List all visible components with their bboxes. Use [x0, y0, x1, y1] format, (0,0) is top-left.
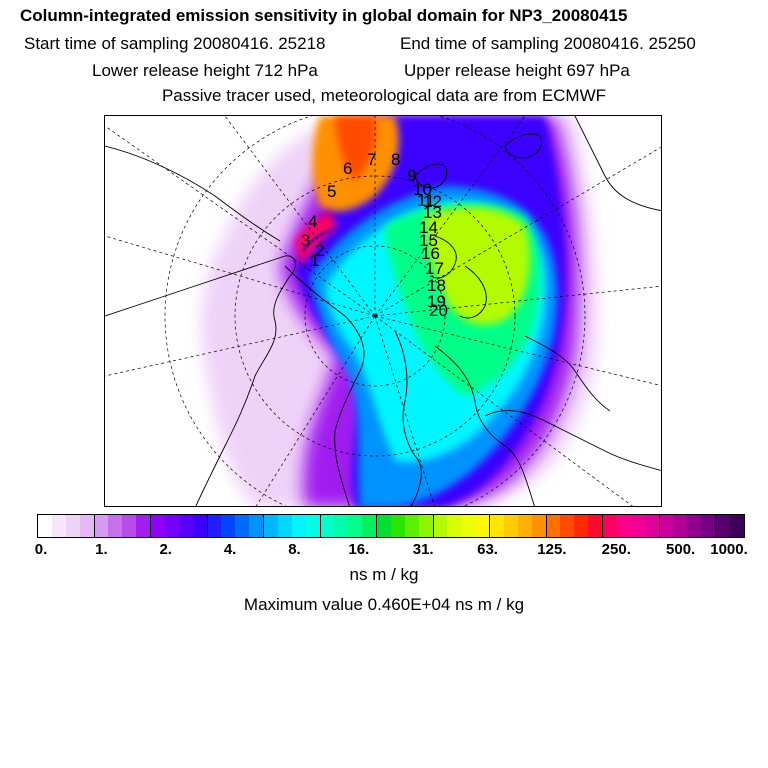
colorbar-swatch	[517, 515, 532, 537]
colorbar-swatch	[38, 515, 52, 537]
trajectory-label: 3	[301, 231, 310, 250]
trajectory-label: 19	[427, 292, 446, 311]
colorbar-tick-label: 0.	[34, 541, 48, 558]
trajectory-label: 17	[425, 259, 444, 278]
colorbar-swatch	[588, 515, 602, 537]
trajectory-label: 10	[413, 180, 432, 199]
colorbar-swatch	[418, 515, 433, 537]
colorbar	[37, 514, 745, 538]
colorbar-swatch	[348, 515, 363, 537]
start-time-label: Start time of sampling 20080416. 25218	[24, 34, 326, 53]
trajectory-label: 11	[417, 191, 435, 210]
emission-sensitivity-map: 1 2 3 4 5 6 7 8 9 10 11 12 13 14 15 16 1…	[104, 115, 662, 507]
colorbar-swatch	[489, 515, 504, 537]
colorbar-swatch	[644, 515, 659, 537]
trajectory-label: 20	[429, 301, 448, 320]
colorbar-units: ns m / kg	[349, 565, 419, 584]
colorbar-swatch	[51, 515, 66, 537]
colorbar-swatch	[673, 515, 688, 537]
colorbar-swatch	[362, 515, 376, 537]
colorbar-swatch	[503, 515, 518, 537]
colorbar-tick-label: 8.	[288, 541, 301, 558]
colorbar-tick-label: 4.	[223, 541, 237, 558]
colorbar-swatch	[150, 515, 165, 537]
colorbar-swatch	[192, 515, 207, 537]
colorbar-swatch	[305, 515, 320, 537]
colorbar-swatch	[545, 515, 561, 537]
colorbar-swatch	[108, 515, 123, 537]
colorbar-swatch	[461, 515, 476, 537]
colorbar-tick-label: 1.	[95, 541, 108, 558]
colorbar-swatch	[616, 515, 631, 537]
colorbar-swatch	[221, 515, 236, 537]
colorbar-swatch	[164, 515, 179, 537]
plot-title: Column-integrated emission sensitivity i…	[20, 6, 628, 25]
trajectory-labels: 1 2 3 4 5 6 7 8 9 10 11 12 13 14 15 16 1…	[301, 150, 448, 320]
colorbar-swatch	[206, 515, 222, 537]
colorbar-tick-label: 2.	[159, 541, 172, 558]
colorbar-swatch	[447, 515, 462, 537]
colorbar-swatch	[65, 515, 80, 537]
colorbar-swatch	[687, 515, 702, 537]
colorbar-swatch	[475, 515, 489, 537]
trajectory-label: 2	[315, 241, 324, 260]
colorbar-swatch	[560, 515, 575, 537]
colorbar-swatch	[531, 515, 546, 537]
colorbar-swatch	[79, 515, 94, 537]
map-grid	[105, 116, 661, 506]
lower-release-height: Lower release height 712 hPa	[92, 61, 318, 80]
colorbar-swatch	[715, 515, 730, 537]
colorbar-swatch	[277, 515, 292, 537]
colorbar-swatch	[376, 515, 391, 537]
maximum-value-label: Maximum value 0.460E+04 ns m / kg	[243, 595, 525, 614]
colorbar-tick-label: 1000.	[710, 541, 748, 558]
colorbar-tick-label: 250.	[601, 541, 631, 558]
colorbar-swatch	[432, 515, 448, 537]
colorbar-swatch	[701, 515, 715, 537]
end-time-label: End time of sampling 20080416. 25250	[400, 34, 696, 53]
colorbar-tick-label: 31.	[412, 541, 434, 558]
colorbar-swatch	[136, 515, 150, 537]
colorbar-tick-label: 16.	[348, 541, 370, 558]
trajectory-label: 14	[419, 218, 438, 237]
trajectory-label: 9	[407, 166, 416, 185]
trajectory-label: 8	[391, 150, 400, 169]
colorbar-swatch	[574, 515, 589, 537]
colorbar-swatch	[602, 515, 617, 537]
trajectory-label: 7	[367, 150, 376, 169]
trajectory-label: 15	[419, 231, 438, 250]
upper-release-height: Upper release height 697 hPa	[404, 61, 630, 80]
colorbar-swatch	[334, 515, 349, 537]
trajectory-label: 5	[327, 182, 336, 201]
colorbar-swatch	[729, 515, 744, 537]
trajectory-label: 16	[421, 244, 440, 263]
map-canvas: 1 2 3 4 5 6 7 8 9 10 11 12 13 14 15 16 1…	[105, 116, 661, 506]
colorbar-swatch	[630, 515, 645, 537]
trajectory-label: 4	[308, 212, 317, 231]
colorbar-swatch	[235, 515, 250, 537]
coastlines	[105, 116, 661, 506]
colorbar-swatch	[658, 515, 674, 537]
colorbar-swatch	[390, 515, 405, 537]
trajectory-label: 12	[423, 192, 442, 211]
colorbar-swatch	[249, 515, 263, 537]
colorbar-swatch	[263, 515, 278, 537]
colorbar-swatch	[291, 515, 306, 537]
colorbar-swatch	[122, 515, 137, 537]
colorbar-swatch	[178, 515, 193, 537]
trajectory-label: 18	[427, 276, 446, 295]
colorbar-swatch	[93, 515, 109, 537]
colorbar-tick-label: 500.	[666, 541, 696, 558]
colorbar-tick-label: 63.	[477, 541, 498, 558]
tracer-info: Passive tracer used, meteorological data…	[161, 86, 607, 105]
colorbar-swatch	[404, 515, 419, 537]
trajectory-label: 6	[343, 159, 352, 178]
colorbar-swatch	[319, 515, 335, 537]
trajectory-label: 13	[423, 203, 442, 222]
colorbar-tick-label: 125.	[537, 541, 567, 558]
trajectory-label: 1	[310, 251, 319, 270]
sensitivity-field	[201, 116, 598, 506]
